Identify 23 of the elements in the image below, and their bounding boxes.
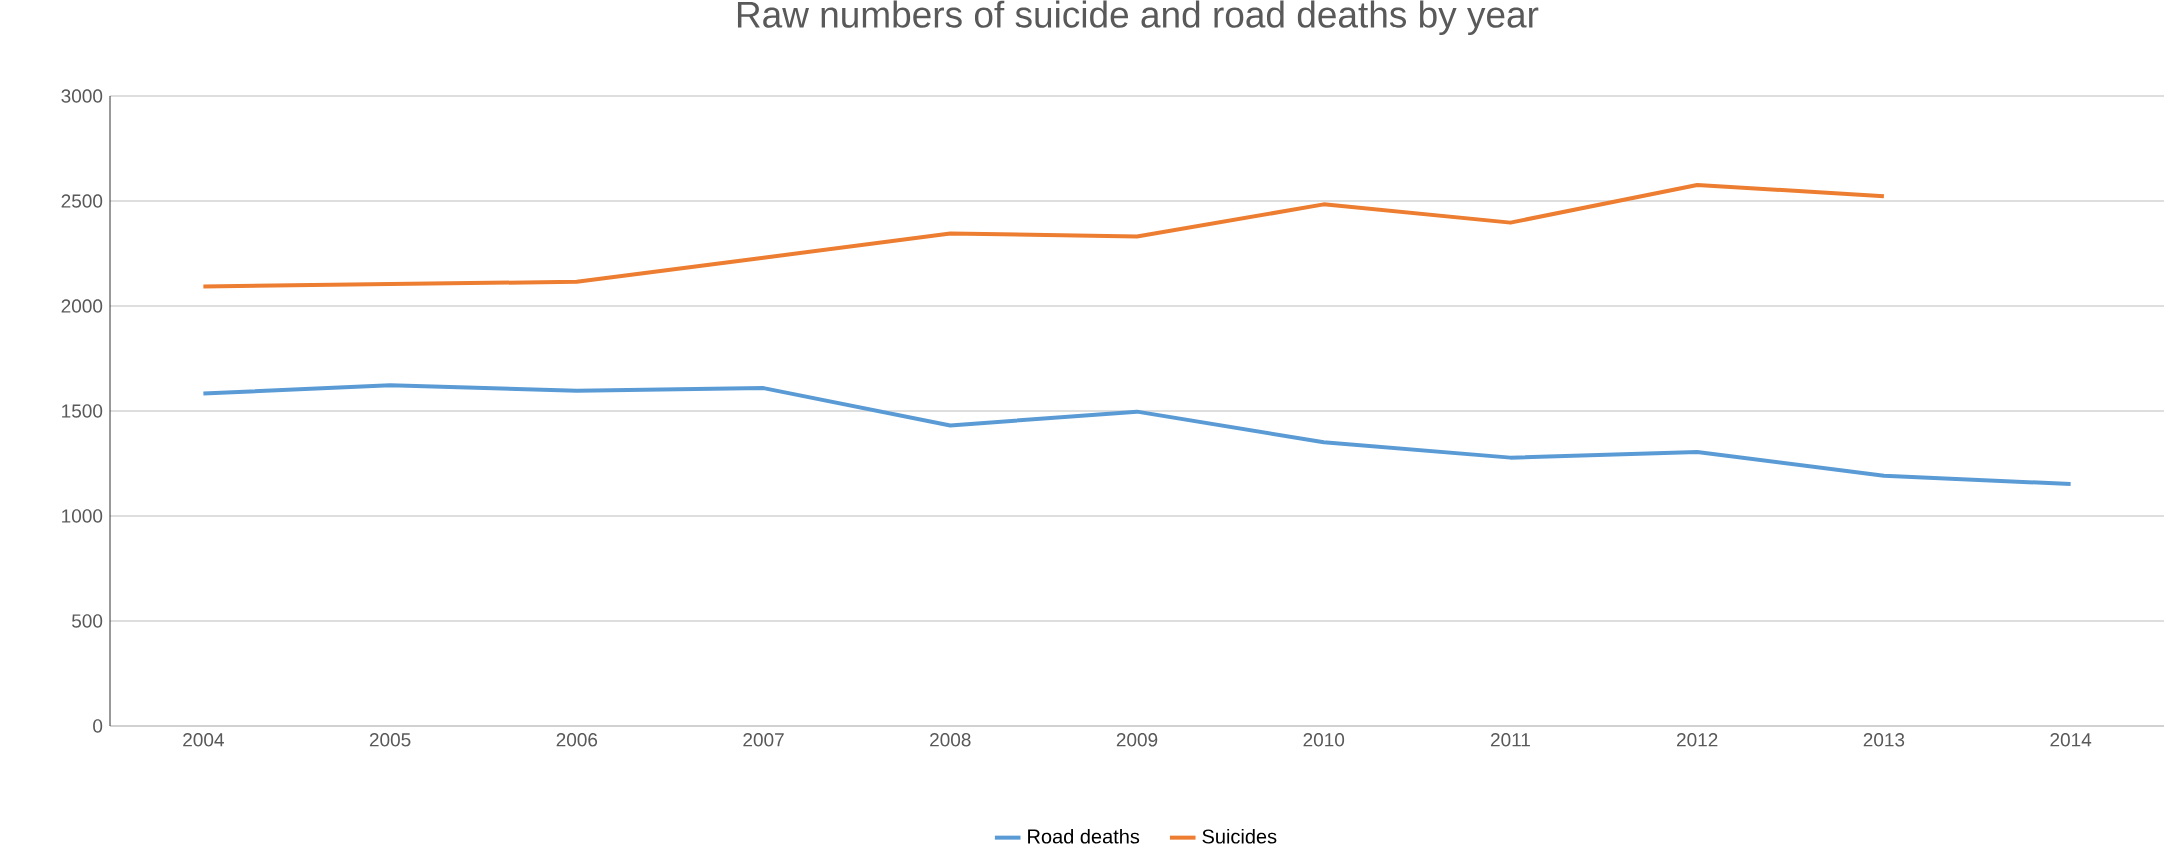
x-tick-label: 2004 xyxy=(183,733,224,747)
line-series xyxy=(201,383,2073,487)
y-tick-label: 1000 xyxy=(62,509,103,523)
x-tick-label: 2013 xyxy=(1863,733,1905,747)
x-tick-label: 2009 xyxy=(1116,733,1158,747)
y-tick-label: 2500 xyxy=(61,194,103,208)
y-tick-label: 1500 xyxy=(62,404,103,418)
line-series xyxy=(201,183,1886,289)
legend-label: Road deaths xyxy=(1028,828,1140,844)
y-tick-label: 0 xyxy=(93,719,103,733)
y-tick-label: 3000 xyxy=(61,89,103,103)
y-tick-label: 500 xyxy=(72,614,103,628)
x-tick-label: 2007 xyxy=(743,733,784,747)
x-tick-label: 2005 xyxy=(369,733,411,747)
y-tick-label: 2000 xyxy=(61,299,103,313)
x-tick-label: 2011 xyxy=(1490,733,1530,747)
x-tick-label: 2012 xyxy=(1676,733,1718,747)
x-tick-label: 2006 xyxy=(556,733,598,747)
x-tick-label: 2014 xyxy=(2050,733,2092,747)
chart-title: Raw numbers of suicide and road deaths by year xyxy=(737,0,1539,36)
x-tick-label: 2010 xyxy=(1303,733,1345,747)
legend-label: Suicides xyxy=(1202,828,1277,844)
x-tick-label: 2008 xyxy=(930,733,971,747)
